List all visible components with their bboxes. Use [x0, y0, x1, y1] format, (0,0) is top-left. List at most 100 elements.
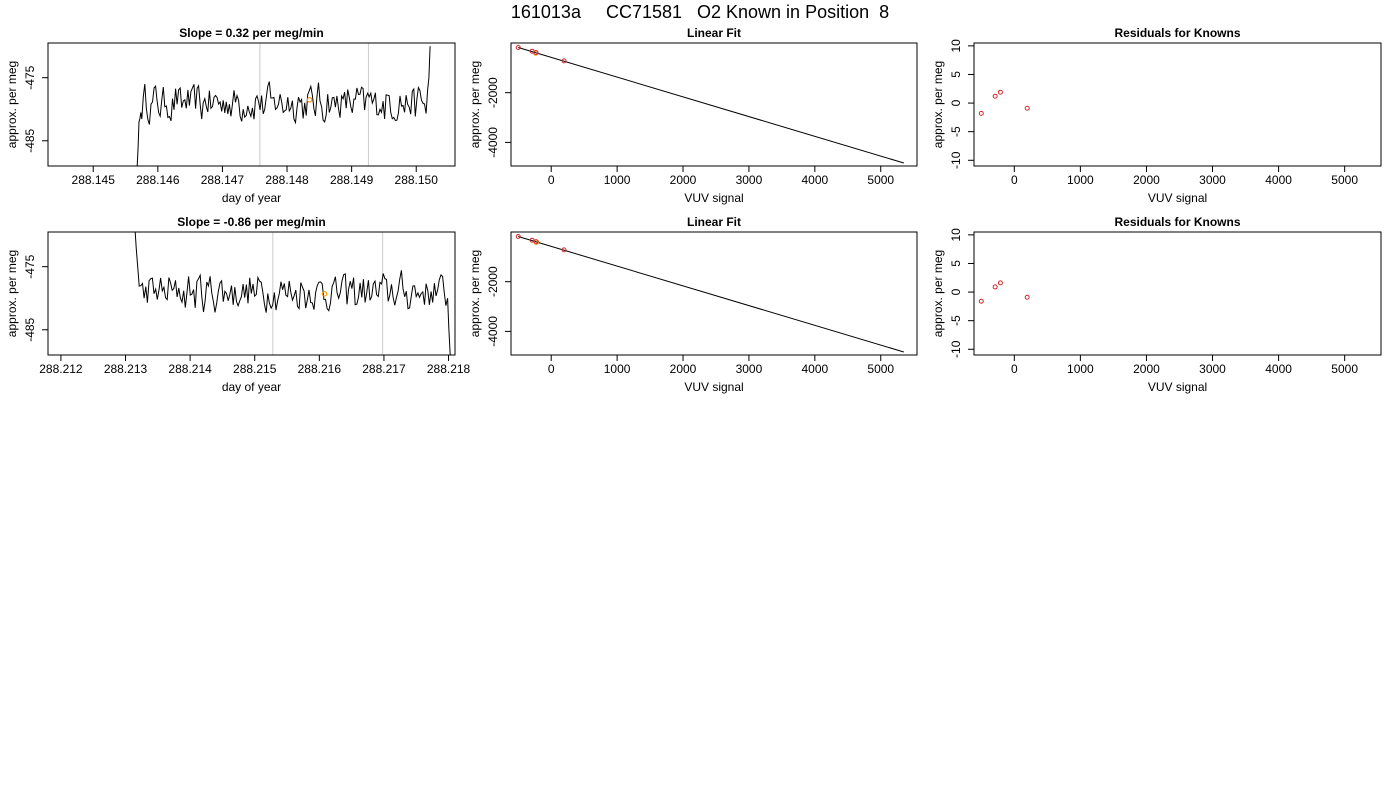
chart-panel-res1: Residuals for Knowns 0 1000 2000 3000 4000 500… — [931, 26, 1382, 205]
x-tick-label: 3000 — [736, 173, 763, 187]
x-axis-label: VUV signal — [1148, 380, 1207, 394]
y-axis-label: approx. per meg — [931, 61, 945, 148]
x-tick-label: 288.214 — [168, 362, 212, 376]
chart-panel-fit1: Linear Fit 0 1000 2000 3000 4000 5000 -4000 -200… — [468, 26, 918, 205]
x-tick-label: 0 — [548, 173, 555, 187]
known-point — [978, 110, 984, 116]
y-tick-label: -10 — [949, 151, 963, 169]
chart-panel-fit2: Linear Fit 0 1000 2000 3000 4000 5000 -4000 -200… — [468, 215, 918, 394]
known-point — [992, 284, 998, 290]
x-tick-label: 288.217 — [362, 362, 406, 376]
fit-line — [518, 46, 904, 164]
x-axis-label: day of year — [222, 191, 281, 205]
plot-frame — [47, 231, 456, 356]
known-point — [533, 50, 539, 56]
x-axis-label: VUV signal — [684, 380, 743, 394]
x-tick-label: 288.218 — [427, 362, 471, 376]
plot-area — [136, 43, 431, 166]
known-point — [997, 280, 1003, 286]
plot-frame — [973, 231, 1382, 356]
x-axis-label: VUV signal — [1148, 191, 1207, 205]
y-tick-label: -475 — [23, 254, 37, 278]
y-tick-label: 10 — [949, 228, 963, 242]
x-tick-label: 288.145 — [72, 173, 116, 187]
x-tick-label: 4000 — [801, 173, 828, 187]
x-tick-label: 3000 — [1199, 362, 1226, 376]
x-tick-label: 288.147 — [201, 173, 245, 187]
x-tick-label: 5000 — [867, 362, 894, 376]
chart-title: Slope = 0.32 per meg/min — [179, 26, 323, 40]
x-tick-label: 5000 — [1331, 173, 1358, 187]
chart-panel-ts1: Slope = 0.32 per meg/min 288.145 288.146 28… — [5, 26, 456, 205]
x-tick-label: 1000 — [604, 173, 631, 187]
plot-frame — [510, 42, 918, 167]
plot-area — [515, 44, 904, 164]
y-tick-label: 0 — [949, 99, 963, 106]
y-tick-label: -4000 — [486, 127, 500, 158]
x-tick-label: 2000 — [1133, 362, 1160, 376]
chart-panel-res2: Residuals for Knowns 0 1000 2000 3000 4000 500… — [931, 215, 1382, 394]
y-tick-label: -485 — [23, 128, 37, 152]
y-axis-label: approx. per meg — [5, 250, 19, 337]
x-tick-label: 4000 — [801, 362, 828, 376]
y-tick-label: -2000 — [486, 266, 500, 297]
x-tick-label: 0 — [548, 362, 555, 376]
known-point — [561, 58, 567, 64]
x-tick-label: 4000 — [1265, 173, 1292, 187]
fit-line — [518, 235, 904, 353]
known-point — [1024, 105, 1030, 111]
plot-area — [134, 232, 451, 355]
y-tick-label: 5 — [949, 260, 963, 267]
known-point — [561, 247, 567, 253]
known-point — [1024, 294, 1030, 300]
y-tick-label: -4000 — [486, 316, 500, 347]
y-tick-label: -2000 — [486, 77, 500, 108]
plot-area — [978, 89, 1030, 116]
chart-title: Residuals for Knowns — [1114, 215, 1240, 229]
chart-title: Slope = -0.86 per meg/min — [177, 215, 325, 229]
plot-frame — [510, 231, 918, 356]
page-title: 161013a CC71581 O2 Known in Position 8 — [510, 2, 890, 22]
x-tick-label: 5000 — [1331, 362, 1358, 376]
x-tick-label: 2000 — [670, 173, 697, 187]
series-trace-line — [136, 46, 431, 166]
y-tick-label: -475 — [23, 65, 37, 89]
x-tick-label: 0 — [1011, 173, 1018, 187]
x-axis-label: day of year — [222, 380, 281, 394]
x-tick-label: 288.150 — [395, 173, 439, 187]
x-tick-label: 3000 — [736, 362, 763, 376]
y-axis-label: approx. per meg — [5, 61, 19, 148]
chart-title: Linear Fit — [687, 26, 741, 40]
plot-area — [978, 280, 1030, 304]
x-tick-label: 4000 — [1265, 362, 1292, 376]
y-tick-label: 0 — [949, 288, 963, 295]
x-tick-label: 288.213 — [104, 362, 148, 376]
highlight-point — [306, 96, 313, 103]
known-point — [978, 298, 984, 304]
y-axis-label: approx. per meg — [468, 61, 482, 148]
x-tick-label: 288.216 — [298, 362, 342, 376]
x-tick-label: 1000 — [604, 362, 631, 376]
x-tick-label: 288.146 — [136, 173, 180, 187]
known-point — [533, 239, 539, 245]
y-tick-label: -5 — [949, 315, 963, 326]
plot-frame — [47, 42, 456, 167]
known-point — [997, 89, 1003, 95]
y-axis-label: approx. per meg — [931, 250, 945, 337]
series-trace-line — [134, 232, 451, 355]
chart-title: Linear Fit — [687, 215, 741, 229]
plot-area — [515, 233, 904, 353]
x-tick-label: 1000 — [1067, 362, 1094, 376]
x-tick-label: 2000 — [1133, 173, 1160, 187]
x-tick-label: 3000 — [1199, 173, 1226, 187]
known-point — [992, 93, 998, 99]
y-tick-label: 5 — [949, 71, 963, 78]
x-tick-label: 288.148 — [265, 173, 309, 187]
chart-panel-ts2: Slope = -0.86 per meg/min 288.212 288.213 2… — [5, 215, 471, 394]
plot-frame — [973, 42, 1382, 167]
y-tick-label: 10 — [949, 39, 963, 53]
x-tick-label: 5000 — [867, 173, 894, 187]
y-tick-label: -5 — [949, 126, 963, 137]
x-tick-label: 2000 — [670, 362, 697, 376]
